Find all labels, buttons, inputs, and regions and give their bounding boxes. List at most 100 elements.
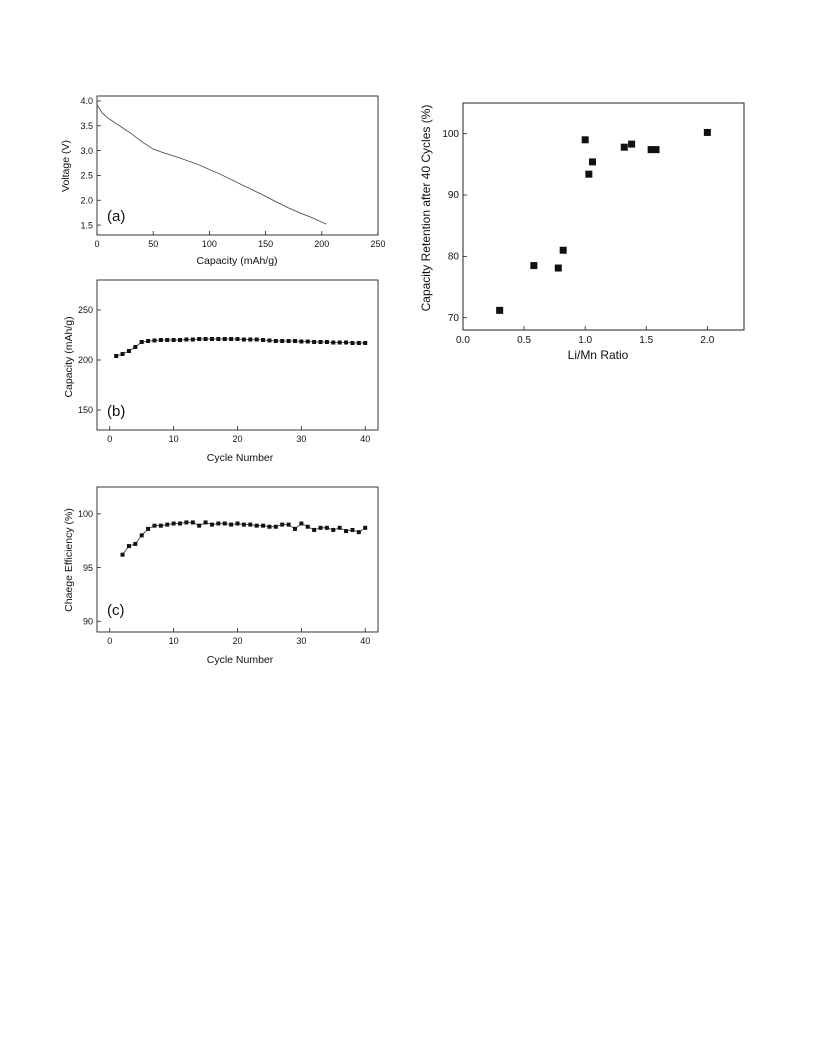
data-point: [312, 340, 317, 344]
y-tick-label: 150: [78, 405, 93, 415]
panel-a-voltage-profile: 0 50 100 150 200 250 1.5 2.0 2.5 3.0 3.5 4.0 (a) Ca…: [60, 95, 386, 267]
data-point: [139, 340, 144, 344]
y-tick-label: 90: [83, 616, 93, 626]
data-point: [126, 349, 131, 353]
data-point: [496, 306, 504, 314]
x-tick-label: 2.0: [700, 335, 714, 346]
data-point: [209, 522, 214, 527]
data-point: [356, 341, 361, 345]
data-point: [133, 541, 138, 546]
panel-a-frame: [96, 95, 379, 236]
data-point: [114, 354, 119, 358]
panel-b-ylabel: Capacity (mAh/g): [63, 316, 75, 397]
y-tick-label: 100: [78, 509, 93, 519]
x-tick-label: 40: [360, 434, 370, 444]
x-tick-label: 0: [107, 636, 112, 646]
y-tick-label: 3.0: [80, 146, 93, 156]
data-point: [133, 345, 138, 349]
data-point: [261, 338, 266, 342]
data-point: [530, 262, 538, 270]
x-tick-label: 20: [232, 636, 242, 646]
data-point: [273, 524, 278, 529]
data-point: [229, 337, 234, 341]
x-tick-label: 30: [296, 636, 306, 646]
panel-a-ticks: 0 50 100 150 200 250 1.5 2.0 2.5 3.0 3.5 4.0: [80, 96, 385, 249]
data-point: [146, 526, 151, 531]
x-tick-label: 0.0: [456, 335, 470, 346]
data-point: [280, 339, 285, 343]
panel-c-efficiency-vs-cycle: 0 10 20 30 40 90 95 100 (c) Cycle Number Chaege…: [63, 486, 379, 666]
data-point: [292, 526, 297, 531]
data-point: [171, 338, 176, 342]
panel-b-capacity-line: [116, 338, 366, 357]
data-point: [197, 523, 202, 528]
panel-a-ylabel: Voltage (V): [60, 140, 72, 192]
data-point: [299, 339, 304, 344]
data-point: [554, 264, 562, 272]
data-point: [165, 338, 170, 342]
y-tick-label: 2.0: [80, 195, 93, 205]
y-tick-label: 1.5: [80, 220, 93, 230]
data-point: [152, 338, 157, 343]
data-point: [305, 339, 310, 344]
retention-markers: [496, 128, 711, 314]
y-tick-label: 4.0: [80, 96, 93, 106]
panel-retention-vs-limn: 0.0 0.5 1.0 1.5 2.0 70 80 90 100 Li/Mn Ratio Cap…: [419, 102, 745, 362]
data-point: [331, 527, 336, 532]
data-point: [139, 533, 144, 538]
x-tick-label: 50: [148, 239, 158, 249]
data-point: [203, 337, 208, 341]
data-point: [305, 524, 310, 529]
data-point: [235, 521, 240, 526]
data-point: [337, 340, 342, 345]
data-point: [184, 337, 189, 342]
data-point: [216, 337, 221, 341]
x-tick-label: 30: [296, 434, 306, 444]
panel-c-frame: [96, 486, 379, 633]
data-point: [589, 158, 597, 166]
y-tick-label: 250: [78, 305, 93, 315]
data-point: [171, 521, 176, 526]
data-point: [331, 340, 336, 345]
data-point: [190, 520, 195, 525]
data-point: [158, 523, 163, 528]
x-tick-label: 1.5: [639, 335, 653, 346]
panel-b-frame: [96, 279, 379, 431]
data-point: [229, 522, 234, 527]
data-point: [324, 525, 329, 530]
panel-c-xlabel: Cycle Number: [207, 654, 274, 666]
x-tick-label: 0: [107, 434, 112, 444]
retention-ylabel: Capacity Retention after 40 Cycles (%): [419, 105, 433, 312]
data-point: [120, 352, 125, 356]
data-point: [628, 140, 636, 148]
data-point: [299, 521, 304, 526]
panel-b-ticks: 0 10 20 30 40 150 200 250: [78, 305, 370, 444]
x-tick-label: 100: [202, 239, 217, 249]
data-point: [158, 338, 163, 342]
panel-b-xlabel: Cycle Number: [207, 452, 274, 464]
x-tick-label: 20: [232, 434, 242, 444]
x-tick-label: 40: [360, 636, 370, 646]
data-point: [267, 338, 272, 343]
retention-ticks: 0.0 0.5 1.0 1.5 2.0 70 80 90 100: [442, 129, 714, 346]
x-tick-label: 150: [258, 239, 273, 249]
y-tick-label: 90: [448, 190, 460, 201]
panel-c-ylabel: Chaege Efficiency (%): [63, 508, 75, 612]
data-point: [178, 521, 183, 526]
data-point: [178, 338, 183, 342]
y-tick-label: 80: [448, 252, 460, 263]
data-point: [344, 340, 349, 345]
y-tick-label: 70: [448, 313, 460, 324]
data-point: [286, 522, 291, 527]
data-point: [261, 523, 266, 528]
panel-b-label: (b): [107, 403, 125, 420]
data-point: [324, 340, 329, 344]
data-point: [152, 523, 157, 528]
data-point: [203, 520, 208, 525]
data-point: [363, 525, 368, 530]
data-point: [703, 128, 711, 136]
y-tick-label: 3.5: [80, 121, 93, 131]
x-tick-label: 10: [169, 636, 179, 646]
data-point: [356, 530, 361, 535]
